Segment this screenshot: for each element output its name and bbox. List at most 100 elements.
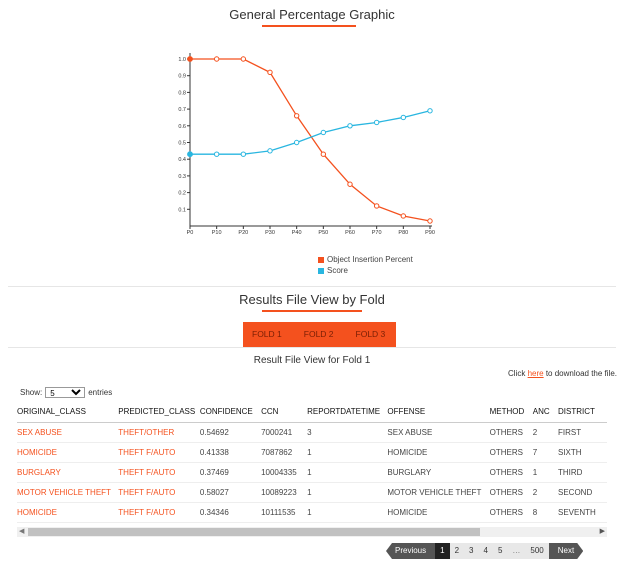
table-cell: THEFT F/AUTO bbox=[118, 502, 200, 523]
x-tick-label: P40 bbox=[292, 230, 302, 236]
y-tick-label: 0.3 bbox=[178, 174, 186, 180]
table-cell: OTHERS bbox=[489, 482, 533, 503]
x-tick-label: P90 bbox=[425, 230, 435, 236]
table-header-row: ORIGINAL_CLASS PREDICTED_CLASS CONFIDENC… bbox=[17, 400, 607, 423]
download-suffix: to download the file. bbox=[543, 369, 617, 378]
pagination-ellipsis: … bbox=[507, 543, 526, 559]
tab-fold-1[interactable]: FOLD 1 bbox=[252, 329, 282, 339]
y-tick-label: 0.9 bbox=[178, 74, 186, 80]
table-cell: BURGLARY bbox=[17, 462, 119, 483]
data-point bbox=[400, 114, 407, 121]
results-title: Results File View by Fold bbox=[239, 292, 385, 307]
previous-page-button[interactable]: Previous bbox=[386, 543, 436, 559]
divider bbox=[8, 347, 616, 348]
column-header[interactable]: PREDICTED_CLASS bbox=[118, 400, 200, 423]
results-table-container: ORIGINAL_CLASS PREDICTED_CLASS CONFIDENC… bbox=[17, 400, 607, 524]
table-cell: THEFT/OTHER bbox=[118, 422, 200, 443]
table-cell: THEFT F/AUTO bbox=[118, 462, 200, 483]
x-tick-label: P20 bbox=[238, 230, 248, 236]
page-button-4[interactable]: 4 bbox=[478, 543, 493, 559]
data-point bbox=[373, 203, 380, 209]
tab-fold-3[interactable]: FOLD 3 bbox=[355, 329, 386, 339]
table-cell: 0.34346 bbox=[199, 502, 262, 523]
column-header[interactable]: ORIGINAL_CLASS bbox=[17, 400, 119, 423]
x-tick-label: P60 bbox=[345, 230, 355, 236]
legend-label: Object Insertion Percent bbox=[327, 255, 413, 264]
table-cell: 10111535 bbox=[261, 502, 308, 523]
next-page-button[interactable]: Next bbox=[549, 543, 583, 559]
table-cell: SEX ABUSE bbox=[17, 422, 119, 443]
data-point bbox=[293, 113, 300, 119]
column-header[interactable]: DISTRICT bbox=[558, 400, 607, 423]
data-point bbox=[373, 119, 380, 126]
data-point bbox=[320, 151, 327, 157]
x-tick-label: P10 bbox=[212, 230, 222, 236]
legend-item-score: Score bbox=[318, 265, 413, 276]
table-row: HOMICIDE THEFT F/AUTO 0.41338 7087862 1 … bbox=[17, 442, 607, 463]
table-cell: 0.37469 bbox=[199, 462, 262, 483]
table-row: MOTOR VEHICLE THEFT THEFT F/AUTO 0.58027… bbox=[17, 482, 607, 503]
divider bbox=[8, 286, 616, 287]
table-cell: OTHERS bbox=[489, 502, 533, 523]
column-header[interactable]: OFFENSE bbox=[387, 400, 490, 423]
table-cell: THIRD bbox=[558, 462, 607, 483]
data-point bbox=[187, 151, 193, 158]
fold-tabs: FOLD 1 FOLD 2 FOLD 3 bbox=[243, 322, 397, 347]
line-chart: 0.1 0.2 0.3 0.4 0.5 0.6 0.7 0.8 0.9 1.0 P0 P10 P20 P3… bbox=[178, 53, 435, 236]
table-cell: 10004335 bbox=[261, 462, 308, 483]
table-cell: SECOND bbox=[558, 482, 607, 503]
results-title-underline bbox=[262, 310, 362, 312]
table-cell: BURGLARY bbox=[387, 462, 490, 483]
table-cell: HOMICIDE bbox=[387, 442, 490, 463]
table-cell: 1 bbox=[532, 462, 558, 483]
table-cell: SEVENTH bbox=[558, 502, 607, 523]
scroll-right-arrow-icon[interactable]: ▶ bbox=[599, 528, 605, 535]
page-length-select[interactable]: 5 bbox=[45, 387, 86, 398]
page-button-last[interactable]: 500 bbox=[525, 543, 549, 559]
show-label: Show: bbox=[20, 388, 43, 397]
data-point bbox=[347, 181, 353, 187]
data-point bbox=[400, 213, 407, 219]
column-header[interactable]: METHOD bbox=[489, 400, 533, 423]
table-cell: HOMICIDE bbox=[17, 502, 119, 523]
download-link[interactable]: here bbox=[527, 369, 544, 378]
page-button-5[interactable]: 5 bbox=[492, 543, 508, 559]
column-header[interactable]: CCN bbox=[261, 400, 308, 423]
table-cell: OTHERS bbox=[489, 462, 533, 483]
column-header[interactable]: ANC bbox=[532, 400, 558, 423]
column-header[interactable]: REPORTDATETIME bbox=[307, 400, 388, 423]
tab-fold-2[interactable]: FOLD 2 bbox=[303, 329, 334, 339]
results-subtitle: Result File View for Fold 1 bbox=[253, 355, 371, 366]
x-tick-label: P80 bbox=[398, 230, 408, 236]
y-tick-label: 0.6 bbox=[178, 124, 186, 130]
scroll-left-arrow-icon[interactable]: ◀ bbox=[19, 528, 25, 535]
table-cell: 7087862 bbox=[261, 442, 308, 463]
page-length-control: Show: 5 entries bbox=[20, 387, 112, 398]
page-button-1[interactable]: 1 bbox=[435, 543, 450, 559]
page-button-3[interactable]: 3 bbox=[464, 543, 479, 559]
table-cell: MOTOR VEHICLE THEFT bbox=[387, 482, 490, 503]
table-cell: MOTOR VEHICLE THEFT bbox=[17, 482, 119, 503]
table-cell: 1 bbox=[307, 442, 388, 463]
data-point bbox=[187, 56, 193, 62]
data-point bbox=[240, 56, 247, 62]
column-header[interactable]: CONFIDENCE bbox=[199, 400, 262, 423]
table-cell: 0.41338 bbox=[199, 442, 262, 463]
scrollbar-thumb[interactable] bbox=[28, 528, 480, 536]
table-cell: SIXTH bbox=[558, 442, 607, 463]
data-point bbox=[427, 108, 433, 114]
horizontal-scrollbar[interactable]: ◀ ▶ bbox=[17, 527, 607, 537]
chart-title-underline bbox=[262, 25, 356, 27]
table-cell: HOMICIDE bbox=[387, 502, 490, 523]
x-tick-label: P70 bbox=[372, 230, 382, 236]
table-cell: 10089223 bbox=[261, 482, 308, 503]
table-cell: THEFT F/AUTO bbox=[118, 442, 200, 463]
page-button-2[interactable]: 2 bbox=[449, 543, 465, 559]
data-point bbox=[320, 129, 327, 136]
legend-swatch-orange bbox=[318, 256, 324, 263]
table-row: SEX ABUSE THEFT/OTHER 0.54692 7000241 3 … bbox=[17, 422, 607, 443]
y-tick-label: 0.7 bbox=[178, 107, 186, 113]
table-cell: 2 bbox=[532, 482, 558, 503]
table-cell: FIRST bbox=[558, 422, 607, 443]
data-point bbox=[213, 151, 220, 157]
